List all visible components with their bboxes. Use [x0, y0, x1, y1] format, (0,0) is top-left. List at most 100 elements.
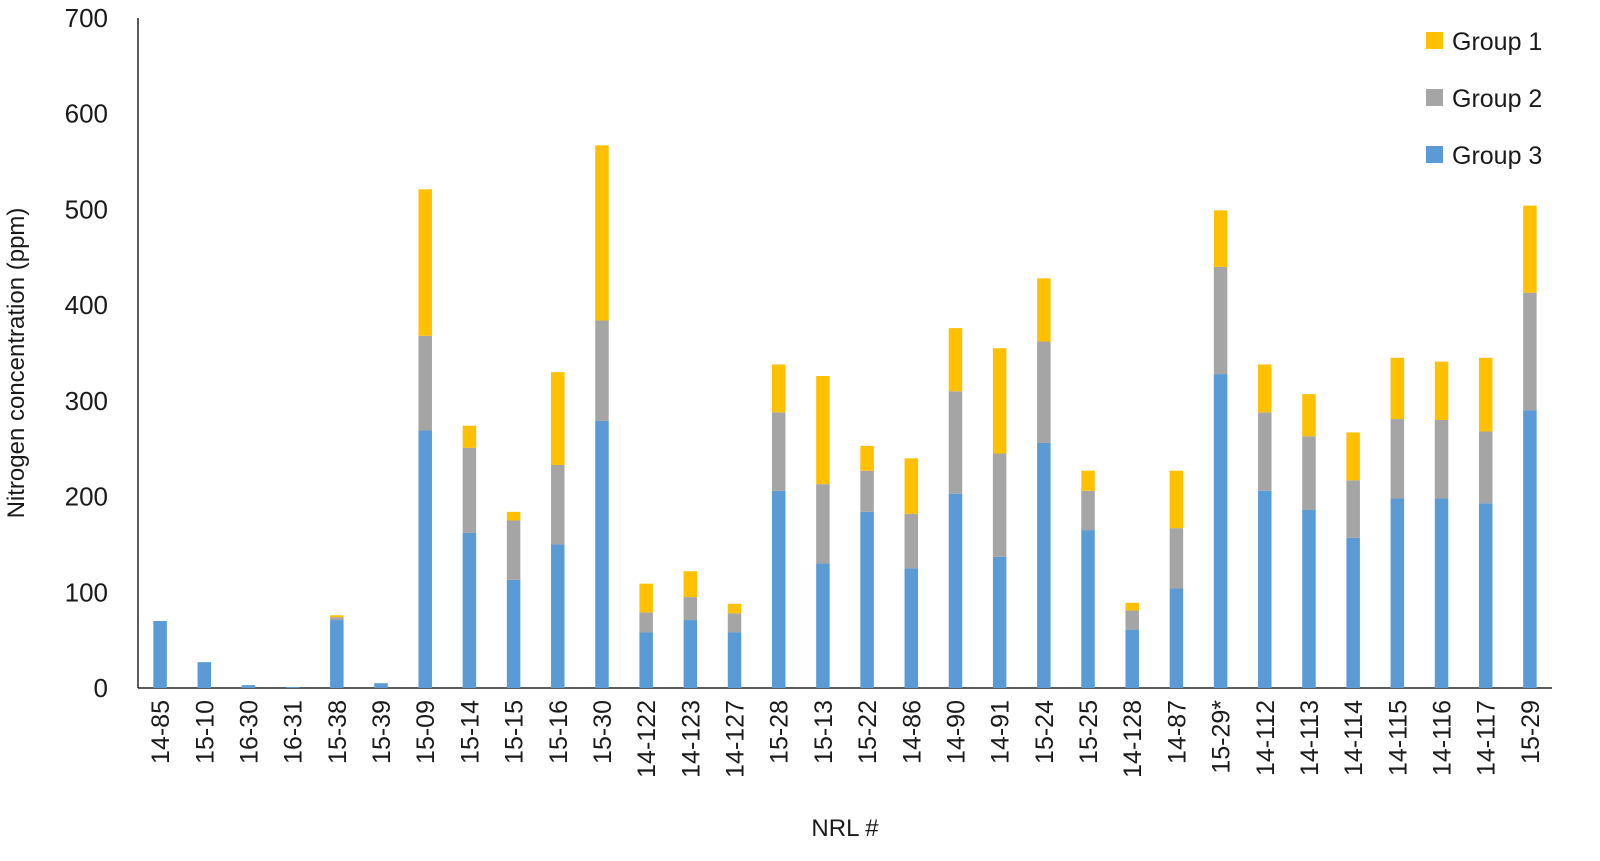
bar-segment-group-2 — [992, 453, 1007, 557]
bar-segment-group-3 — [1346, 537, 1360, 688]
x-tick-label: 14-127 — [722, 700, 750, 778]
bar-segment-group-1 — [683, 571, 698, 598]
bar-segment-group-3 — [860, 511, 874, 688]
bar-segment-group-3 — [1169, 588, 1184, 688]
bar-segment-group-2 — [1081, 490, 1095, 531]
y-tick-label: 500 — [65, 194, 108, 224]
bar-segment-group-1 — [506, 511, 521, 521]
x-tick-label: 15-22 — [854, 700, 882, 764]
bar-segment-group-3 — [683, 620, 698, 688]
x-axis: 14-85 15-10 16-30 16-31 15-38 15-39 15-09 15-14… — [138, 687, 1552, 778]
bar-segment-group-3 — [197, 662, 212, 688]
legend-swatch — [1426, 146, 1443, 163]
bar-segment-group-3 — [816, 563, 830, 688]
bar-segment-group-3 — [462, 532, 477, 688]
bar-segment-group-1 — [639, 583, 653, 613]
y-tick-label: 700 — [65, 3, 108, 33]
x-tick-label: 14-122 — [633, 700, 661, 778]
bar-segment-group-1 — [860, 445, 874, 471]
x-tick-label: 14-113 — [1296, 700, 1324, 776]
bar-segment-group-2 — [816, 484, 830, 564]
bar-segment-group-3 — [948, 493, 963, 688]
x-tick-label: 15-10 — [191, 700, 219, 764]
bar-segment-group-2 — [1213, 266, 1228, 375]
bar-segment-group-3 — [1302, 509, 1316, 688]
legend-label: Group 3 — [1452, 142, 1542, 170]
legend-label: Group 1 — [1452, 28, 1542, 56]
bar-segment-group-1 — [816, 375, 830, 485]
y-axis-title: Nitrogen concentration (ppm) — [3, 208, 30, 519]
bar-segment-group-2 — [1258, 412, 1272, 491]
bar-segment-group-1 — [418, 189, 432, 336]
bar-segment-group-1 — [1390, 357, 1405, 420]
bar-segment-group-3 — [1523, 410, 1537, 688]
bar-segment-group-1 — [1081, 470, 1095, 491]
bar-segment-group-3 — [1434, 498, 1449, 688]
x-tick-label: 15-24 — [1031, 700, 1059, 764]
x-tick-label: 14-115 — [1384, 700, 1412, 776]
legend-label: Group 2 — [1452, 85, 1542, 113]
x-tick-label: 15-09 — [412, 700, 440, 764]
x-tick-label: 15-25 — [1075, 700, 1103, 764]
bar-segment-group-2 — [904, 513, 919, 569]
bar-segment-group-2 — [683, 597, 698, 621]
bar-segment-group-2 — [1390, 419, 1405, 499]
bar-segment-group-3 — [595, 420, 609, 688]
bar-segment-group-2 — [1125, 610, 1139, 630]
x-tick-labels: 14-85 15-10 16-30 16-31 15-38 15-39 15-09 15-14… — [147, 700, 1545, 778]
x-tick-label: 14-123 — [677, 700, 705, 778]
bar-segment-group-1 — [771, 364, 786, 413]
y-tick-label: 300 — [65, 386, 108, 416]
bar-segment-group-2 — [418, 335, 432, 431]
x-tick-label: 15-15 — [501, 700, 529, 764]
bar-segment-group-3 — [639, 632, 653, 688]
x-tick-label: 16-31 — [280, 700, 308, 764]
bar-segment-group-3 — [418, 430, 432, 688]
bar-segment-group-1 — [1478, 357, 1493, 432]
bar-segment-group-3 — [1478, 503, 1493, 688]
y-tick-label: 200 — [65, 482, 108, 512]
bar-segment-group-3 — [1258, 490, 1272, 688]
x-tick-label: 15-39 — [368, 700, 396, 764]
y-tick-label: 400 — [65, 290, 108, 320]
bar-segment-group-1 — [1434, 361, 1449, 420]
bar-segment-group-3 — [285, 687, 300, 688]
x-tick-label: 15-38 — [324, 700, 352, 764]
bar-segment-group-3 — [1213, 374, 1228, 688]
bar-segment-group-2 — [1169, 528, 1184, 589]
bar-segment-group-3 — [330, 620, 344, 688]
y-tick-label: 600 — [65, 99, 108, 129]
bar-segment-group-2 — [595, 320, 609, 421]
bar-segment-group-2 — [727, 613, 742, 633]
bar-segment-group-3 — [904, 568, 919, 688]
bar-segment-group-3 — [1390, 498, 1405, 688]
bar-segment-group-3 — [374, 683, 388, 688]
x-tick-label: 15-14 — [456, 700, 484, 764]
y-axis: 0 100 200 300 400 500 600 700 — [65, 3, 139, 703]
x-tick-label: 15-16 — [545, 700, 573, 764]
bar-segment-group-1 — [1346, 432, 1360, 481]
bar-segment-group-3 — [153, 621, 167, 688]
x-tick-label: 15-13 — [810, 700, 838, 764]
bar-segment-group-1 — [1258, 364, 1272, 413]
bar-segment-group-3 — [1037, 442, 1051, 688]
x-tick-label: 15-29* — [1208, 700, 1236, 774]
x-tick-label: 15-30 — [589, 700, 617, 764]
bar-segment-group-3 — [992, 556, 1007, 688]
x-tick-label: 14-87 — [1163, 700, 1191, 764]
legend: Group 1 Group 2 Group 3 — [1426, 28, 1542, 170]
bar-segment-group-1 — [1037, 278, 1051, 342]
x-tick-label: 14-112 — [1252, 700, 1280, 776]
y-tick-label: 0 — [94, 673, 108, 703]
bar-segment-group-3 — [1125, 629, 1139, 688]
bar-segment-group-1 — [551, 372, 565, 465]
bar-segment-group-3 — [506, 579, 521, 688]
bar-segment-group-2 — [462, 447, 477, 533]
bar-segment-group-2 — [1302, 436, 1316, 510]
legend-swatch — [1426, 32, 1443, 49]
x-tick-label: 14-91 — [987, 700, 1015, 764]
bar-segment-group-3 — [241, 685, 256, 688]
bar-segment-group-2 — [1523, 292, 1537, 411]
bar-segment-group-1 — [727, 603, 742, 614]
